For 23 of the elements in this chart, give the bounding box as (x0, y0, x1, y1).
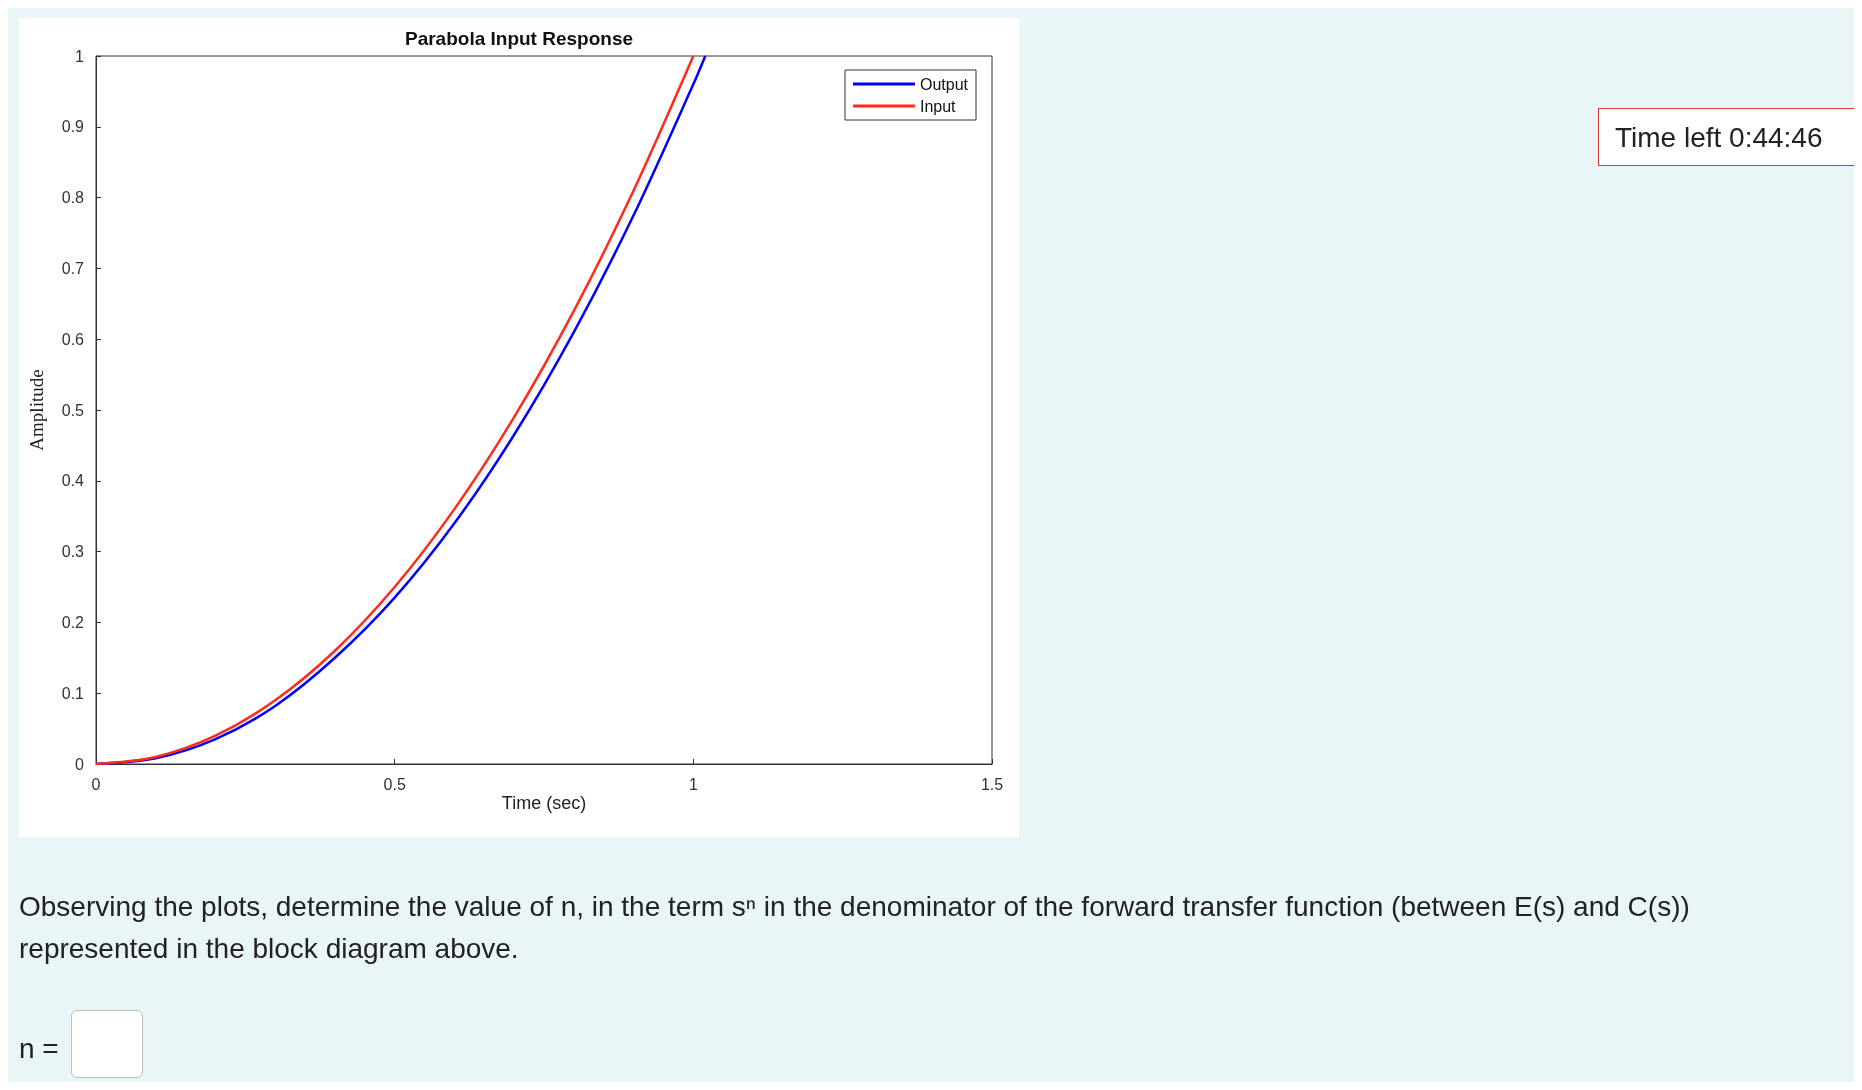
y-tick-label: 1 (75, 47, 85, 65)
y-tick-label: 0.5 (61, 401, 85, 419)
x-tick-label: 0.5 (383, 775, 406, 793)
legend-label: Output (919, 75, 969, 93)
y-axis-title: Amplitude (26, 369, 47, 451)
y-tick-label: 0.1 (61, 684, 85, 702)
y-tick-label: 0 (75, 755, 85, 773)
text: Time left 0:44:46 (1614, 121, 1824, 155)
chart-title: Parabola Input Response (404, 28, 634, 49)
x-axis-title: Time (sec) (501, 793, 587, 813)
y-tick-label: 0.4 (61, 472, 85, 490)
text: Observing the plots, determine the value of n, in the term sⁿ in the denominator of the forward transfer function (between E(s) and C(s)) represented in the block diagram above. (19, 890, 1691, 966)
y-tick-label: 0.2 (61, 613, 85, 631)
y-tick-label: 0.6 (61, 330, 85, 348)
y-tick-label: 0.3 (61, 543, 85, 561)
text: n = (19, 1033, 59, 1065)
y-tick-label: 0.7 (61, 259, 85, 277)
y-tick-label: 0.8 (61, 189, 85, 207)
x-tick-label: 0 (91, 775, 101, 793)
x-tick-label: 1 (688, 775, 698, 793)
legend-label: Input (919, 97, 957, 115)
y-tick-label: 0.9 (61, 118, 85, 136)
x-tick-label: 1.5 (980, 775, 1004, 793)
